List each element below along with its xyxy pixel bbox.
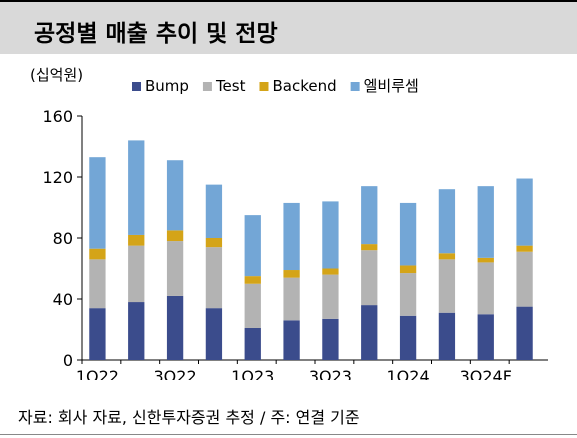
bar-2Q24-Test — [438, 259, 456, 313]
bar-2Q22-Bump — [128, 302, 145, 360]
legend-swatch-3 — [350, 82, 360, 91]
bar-4Q24F-Bump — [516, 306, 533, 360]
bar-3Q23-엘비루셈 — [322, 201, 339, 269]
bottom-divider — [0, 434, 577, 435]
bar-4Q22-Bump — [205, 308, 223, 360]
bar-2Q22-Backend — [128, 234, 145, 246]
bar-1Q22-Test — [89, 259, 106, 309]
bar-3Q24F-Backend — [477, 257, 494, 263]
bar-2Q22-엘비루셈 — [128, 140, 145, 235]
x-tick-label-10: 3Q24F — [460, 367, 512, 380]
x-tick-label-4: 1Q23 — [231, 367, 274, 380]
bar-4Q24F-Test — [516, 251, 533, 307]
bar-4Q24F-엘비루셈 — [516, 178, 533, 246]
bar-2Q24-Backend — [438, 253, 456, 260]
bar-1Q24-엘비루셈 — [399, 202, 417, 266]
bar-4Q23-Backend — [361, 244, 378, 251]
bar-2Q23-Bump — [283, 320, 300, 360]
y-tick-label-0: 0 — [63, 351, 73, 370]
bar-3Q23-Bump — [322, 318, 339, 360]
y-tick-label-4: 160 — [42, 107, 73, 126]
bar-4Q22-Test — [205, 247, 223, 309]
chart-title: 공정별 매출 추이 및 전망 — [34, 21, 278, 47]
y-tick-label-2: 80 — [53, 229, 73, 248]
bar-2Q23-Backend — [283, 270, 300, 278]
bar-4Q23-Bump — [361, 305, 378, 360]
x-tick-label-6: 3Q23 — [309, 367, 352, 380]
bar-4Q22-엘비루셈 — [205, 184, 223, 238]
bar-3Q22-엘비루셈 — [166, 160, 184, 231]
unit-label: (십억원) — [30, 66, 84, 84]
source-note: 자료: 회사 자료, 신한투자증권 추정 / 주: 연결 기준 — [18, 408, 360, 427]
bar-1Q23-Bump — [244, 327, 261, 360]
bar-3Q22-Backend — [166, 230, 184, 242]
bar-2Q22-Test — [128, 245, 145, 303]
legend-label-3: 엘비루셈 — [364, 77, 419, 95]
bar-4Q22-Backend — [205, 238, 223, 248]
legend-label-1: Test — [215, 77, 246, 95]
bar-1Q24-Bump — [399, 315, 417, 360]
y-tick-label-1: 40 — [53, 290, 73, 309]
bar-1Q23-Backend — [244, 276, 261, 284]
bar-2Q24-Bump — [438, 312, 456, 360]
legend-label-0: Bump — [145, 77, 189, 95]
bar-2Q23-Test — [283, 277, 300, 321]
x-tick-label-2: 3Q22 — [154, 367, 197, 380]
bar-3Q24F-Bump — [477, 314, 494, 360]
bar-1Q24-Backend — [399, 265, 417, 274]
legend-swatch-1 — [202, 82, 212, 91]
bar-3Q22-Test — [166, 241, 184, 296]
x-tick-label-8: 1Q24 — [387, 367, 430, 380]
legend-swatch-2 — [259, 82, 269, 91]
bar-1Q23-엘비루셈 — [244, 215, 261, 277]
bar-1Q23-Test — [244, 283, 261, 328]
bar-3Q24F-엘비루셈 — [477, 186, 494, 258]
bar-3Q24F-Test — [477, 262, 494, 315]
bar-3Q23-Test — [322, 274, 339, 319]
x-tick-label-0: 1Q22 — [76, 367, 119, 380]
bar-1Q24-Test — [399, 273, 417, 316]
bar-2Q23-엘비루셈 — [283, 202, 300, 271]
bar-4Q24F-Backend — [516, 245, 533, 252]
bar-3Q22-Bump — [166, 295, 184, 360]
legend-label-2: Backend — [272, 77, 336, 95]
bar-2Q24-엘비루셈 — [438, 189, 456, 254]
stacked-bar-chart: Bump Test Backend 엘비루셈 0 40 80 120 160 1Q22 3Q22 1Q… — [42, 77, 548, 386]
bar-1Q22-Bump — [89, 308, 106, 360]
title-bar: 공정별 매출 추이 및 전망 — [0, 0, 577, 54]
bar-1Q22-엘비루셈 — [89, 157, 106, 249]
legend-swatch-0 — [132, 82, 141, 91]
chart-area: Bump Test Backend 엘비루셈 0 40 80 120 160 1Q22 3Q22 1Q… — [0, 60, 577, 386]
bar-1Q22-Backend — [89, 248, 106, 260]
y-tick-label-3: 120 — [42, 168, 73, 187]
bar-4Q23-Test — [361, 250, 378, 306]
bar-4Q23-엘비루셈 — [361, 186, 378, 245]
bar-3Q23-Backend — [322, 268, 339, 275]
